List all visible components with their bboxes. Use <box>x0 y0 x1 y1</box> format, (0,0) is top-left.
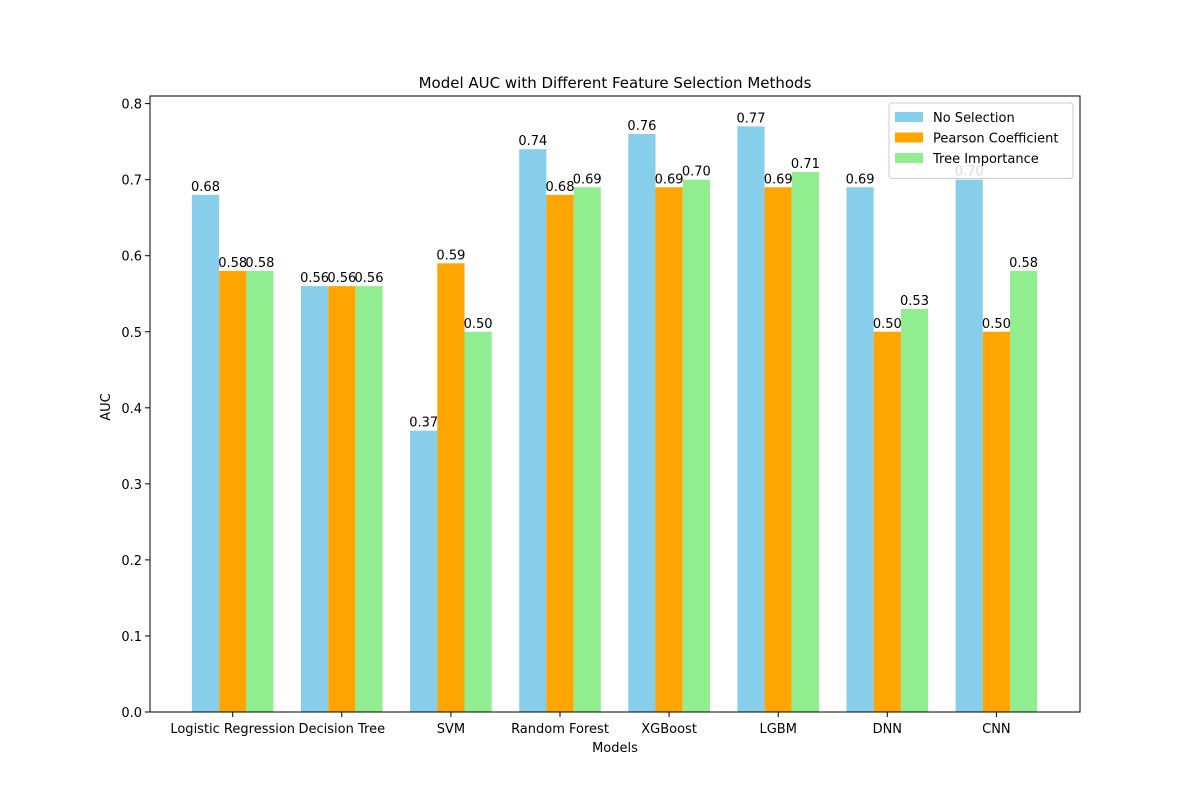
bar-6-1 <box>873 331 901 712</box>
data-label-3-1: 0.68 <box>546 180 575 195</box>
bar-7-0 <box>955 179 983 713</box>
bar-1-2 <box>355 286 383 712</box>
x-axis-label: Models <box>592 741 638 756</box>
data-label-5-1: 0.69 <box>764 172 793 187</box>
data-label-2-0: 0.37 <box>409 416 438 431</box>
data-label-1-2: 0.56 <box>355 271 384 286</box>
bar-0-2 <box>246 270 274 712</box>
x-tick-label-6: DNN <box>873 722 902 737</box>
data-label-6-1: 0.50 <box>873 317 902 332</box>
y-tick-label-6: 0.6 <box>121 250 142 265</box>
x-tick-label-2: SVM <box>437 722 465 737</box>
y-tick-label-5: 0.5 <box>121 326 142 341</box>
chart-title: Model AUC with Different Feature Selecti… <box>419 74 812 92</box>
legend-label-2: Tree Importance <box>932 152 1039 167</box>
x-tick-label-1: Decision Tree <box>299 722 386 737</box>
y-tick-label-8: 0.8 <box>121 98 142 113</box>
y-tick-label-1: 0.1 <box>121 630 142 645</box>
bar-0-1 <box>219 270 247 712</box>
x-tick-label-5: LGBM <box>759 722 796 737</box>
bar-5-0 <box>737 126 765 713</box>
bar-7-1 <box>982 331 1010 712</box>
data-label-3-2: 0.69 <box>573 172 602 187</box>
data-label-1-0: 0.56 <box>300 271 329 286</box>
data-label-5-0: 0.77 <box>737 111 766 126</box>
plot-frame <box>149 95 1081 713</box>
bar-3-2 <box>573 187 601 712</box>
data-label-0-1: 0.58 <box>218 256 247 271</box>
data-label-5-2: 0.71 <box>791 157 820 172</box>
bar-5-1 <box>764 187 792 712</box>
legend-swatch-0 <box>895 112 923 122</box>
bar-4-1 <box>655 187 683 712</box>
data-label-1-1: 0.56 <box>327 271 356 286</box>
y-tick-label-0: 0.0 <box>121 706 142 721</box>
x-tick-label-0: Logistic Regression <box>170 722 295 737</box>
legend: No Selection Pearson Coefficient Tree Impo… <box>888 102 1074 179</box>
bar-4-0 <box>628 134 656 713</box>
bar-2-1 <box>437 263 465 712</box>
x-tick-label-7: CNN <box>982 722 1011 737</box>
y-tick-label-7: 0.7 <box>121 174 142 189</box>
legend-swatch-2 <box>895 153 923 163</box>
data-label-0-2: 0.58 <box>245 256 274 271</box>
bar-6-2 <box>900 308 929 712</box>
y-axis-label: AUC <box>99 393 114 421</box>
y-tick-label-3: 0.3 <box>121 478 142 493</box>
data-label-7-2: 0.58 <box>1009 256 1038 271</box>
bar-7-2 <box>1010 270 1038 712</box>
data-label-4-2: 0.70 <box>682 165 711 180</box>
bar-3-1 <box>546 194 574 712</box>
bar-6-0 <box>846 187 874 712</box>
data-label-6-2: 0.53 <box>900 294 929 309</box>
y-tick-label-2: 0.2 <box>121 554 142 569</box>
bar-2-2 <box>464 331 492 712</box>
data-label-7-1: 0.50 <box>982 317 1011 332</box>
bars-layer <box>191 126 1038 713</box>
x-tick-label-4: XGBoost <box>641 722 697 737</box>
data-label-2-2: 0.50 <box>464 317 493 332</box>
x-tick-label-3: Random Forest <box>511 722 609 737</box>
data-label-4-1: 0.69 <box>655 172 684 187</box>
legend-swatch-1 <box>895 132 923 143</box>
bar-1-0 <box>301 286 329 712</box>
legend-label-0: No Selection <box>933 111 1015 126</box>
bar-0-0 <box>191 194 220 712</box>
data-label-6-0: 0.69 <box>846 172 875 187</box>
y-tick-label-4: 0.4 <box>121 402 142 417</box>
data-label-2-1: 0.59 <box>436 248 465 263</box>
bar-3-0 <box>519 149 547 713</box>
data-label-4-0: 0.76 <box>627 119 656 134</box>
data-label-0-0: 0.68 <box>191 180 220 195</box>
axes-layer: 0.0 0.1 0.2 0.3 0.4 0.5 0.6 0.7 0.8 Logistic Regr… <box>121 95 1081 737</box>
legend-label-1: Pearson Coefficient <box>933 132 1058 147</box>
bar-2-0 <box>410 430 438 712</box>
legend-box <box>888 102 1074 179</box>
bar-5-2 <box>791 172 819 712</box>
data-label-3-0: 0.74 <box>518 134 547 149</box>
bar-1-1 <box>328 286 356 712</box>
bar-4-2 <box>682 179 710 713</box>
